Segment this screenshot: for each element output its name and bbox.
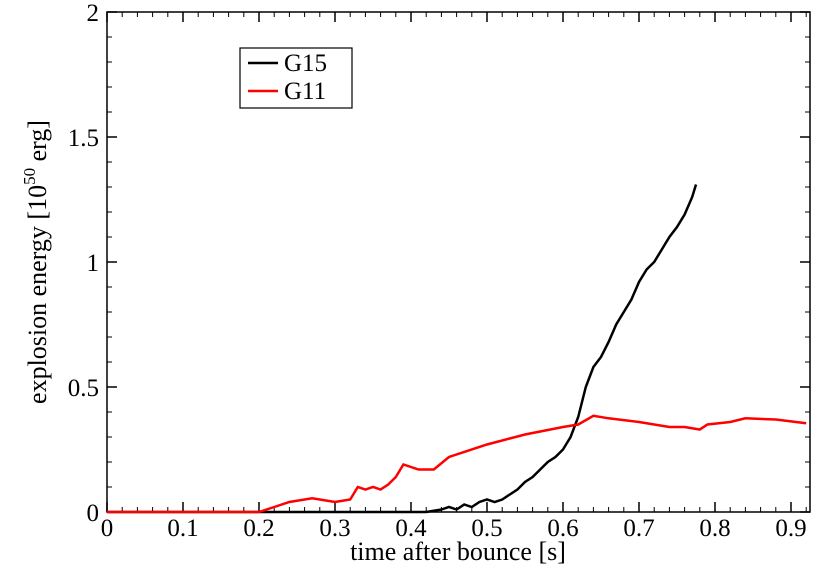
y-label-text: explosion energy [10 — [23, 185, 52, 404]
x-tick-label: 0.1 — [167, 515, 198, 542]
series-line — [107, 184, 698, 514]
x-tick-label: 0.5 — [471, 515, 502, 542]
legend-label: G15 — [284, 50, 327, 77]
y-tick-label: 2 — [87, 0, 100, 27]
y-axis-label: explosion energy [1050 erg] — [20, 120, 52, 404]
x-tick-label: 0.3 — [319, 515, 350, 542]
legend-label: G11 — [284, 78, 326, 105]
x-tick-label: 0.2 — [243, 515, 274, 542]
y-label-superscript: 50 — [20, 168, 39, 185]
y-tick-label: 0.5 — [68, 375, 99, 402]
plot-frame — [106, 11, 811, 513]
x-tick-label: 0.8 — [699, 515, 730, 542]
x-tick-label: 0.4 — [395, 515, 427, 542]
y-tick-label: 0 — [87, 500, 100, 527]
x-tick-label: 0.6 — [547, 515, 578, 542]
x-tick-label: 0.9 — [775, 515, 806, 542]
legend-box — [239, 47, 353, 109]
x-axis-label: time after bounce [s] — [350, 537, 566, 566]
series-line — [107, 414, 807, 514]
y-label-suffix: erg] — [23, 120, 52, 168]
x-tick-label: 0 — [101, 515, 114, 542]
y-tick-label: 1.5 — [68, 125, 99, 152]
x-tick-label: 0.7 — [623, 515, 654, 542]
y-tick-label: 1 — [87, 250, 100, 277]
